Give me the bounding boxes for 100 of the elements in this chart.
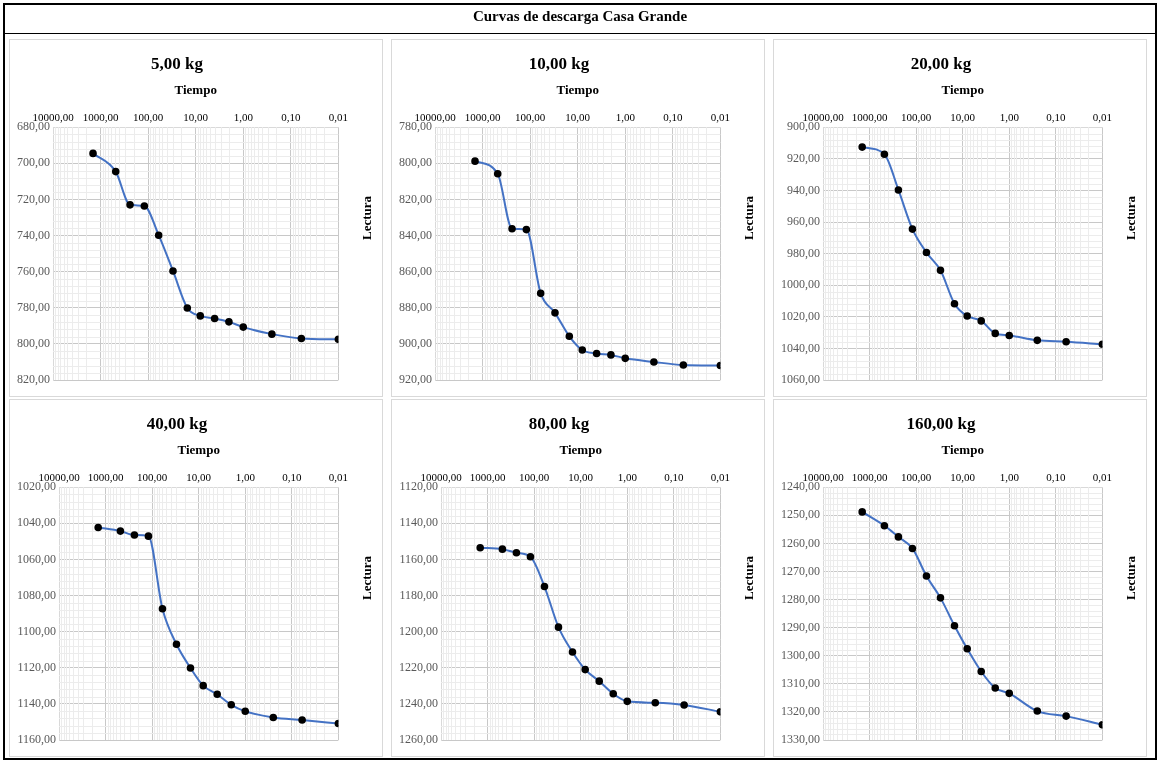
y-tick-label: 1160,00 xyxy=(17,732,56,747)
y-tick-label: 960,00 xyxy=(787,214,820,229)
y-tick-label: 1140,00 xyxy=(17,696,56,711)
y-tick-label: 760,00 xyxy=(17,263,50,278)
x-tick-label: 0,01 xyxy=(1092,111,1112,124)
y-tick-label: 1040,00 xyxy=(17,515,56,530)
y-tick-label: 1250,00 xyxy=(781,507,820,522)
x-tick-label: 1,00 xyxy=(615,111,636,124)
x-tick-label: 0,01 xyxy=(328,471,348,484)
y-axis-title: Lectura xyxy=(1123,195,1139,241)
x-tick-label: 1,00 xyxy=(999,471,1020,484)
x-tick-label: 1,00 xyxy=(233,111,254,124)
y-tick-label: 940,00 xyxy=(787,182,820,197)
x-tick-label: 100,00 xyxy=(519,471,550,484)
x-tick-label: 1000,00 xyxy=(469,471,506,484)
y-tick-label: 1020,00 xyxy=(781,308,820,323)
chart-title: 40,00 kg xyxy=(146,413,208,433)
chart-title: 160,00 kg xyxy=(906,413,976,433)
x-tick-label: 100,00 xyxy=(515,111,546,124)
x-tick-label: 0,10 xyxy=(282,471,302,484)
x-axis-title: Tiempo xyxy=(177,441,220,457)
y-tick-label: 820,00 xyxy=(17,372,50,387)
y-tick-label: 1330,00 xyxy=(781,732,820,747)
x-tick-label: 1,00 xyxy=(235,471,256,484)
y-tick-label: 840,00 xyxy=(399,227,432,242)
y-tick-label: 800,00 xyxy=(17,336,50,351)
y-tick-label: 1000,00 xyxy=(781,277,820,292)
x-tick-label: 0,01 xyxy=(1092,471,1112,484)
chart-title: 5,00 kg xyxy=(151,53,204,73)
y-tick-label: 880,00 xyxy=(399,299,432,314)
x-tick-label: 10,00 xyxy=(183,111,209,124)
y-tick-label: 1280,00 xyxy=(781,591,820,606)
x-tick-label: 10,00 xyxy=(186,471,212,484)
y-axis-title: Lectura xyxy=(741,195,757,241)
x-tick-label: 10,00 xyxy=(565,111,591,124)
x-tick-label: 100,00 xyxy=(133,111,164,124)
chart-title: 80,00 kg xyxy=(528,413,590,433)
y-tick-label: 820,00 xyxy=(399,191,432,206)
x-axis-title: Tiempo xyxy=(941,81,984,97)
y-tick-label: 800,00 xyxy=(399,155,432,170)
x-axis-title: Tiempo xyxy=(559,441,602,457)
y-axis-title: Lectura xyxy=(741,555,757,601)
x-tick-label: 0,10 xyxy=(281,111,301,124)
y-tick-label: 1270,00 xyxy=(781,563,820,578)
x-tick-label: 1000,00 xyxy=(851,111,888,124)
y-tick-label: 1060,00 xyxy=(17,551,56,566)
chart-title: 20,00 kg xyxy=(910,53,972,73)
y-tick-label: 780,00 xyxy=(17,299,50,314)
y-tick-label: 920,00 xyxy=(787,150,820,165)
y-tick-label: 1290,00 xyxy=(781,619,820,634)
y-tick-label: 700,00 xyxy=(17,155,50,170)
y-tick-label: 900,00 xyxy=(399,336,432,351)
x-tick-label: 1000,00 xyxy=(82,111,119,124)
x-axis-title: Tiempo xyxy=(941,441,984,457)
y-tick-label: 1080,00 xyxy=(17,587,56,602)
y-tick-label: 1140,00 xyxy=(399,515,438,530)
y-tick-label: 1320,00 xyxy=(781,704,820,719)
y-tick-label: 920,00 xyxy=(399,372,432,387)
x-tick-label: 1,00 xyxy=(617,471,638,484)
y-tick-label: 1120,00 xyxy=(17,659,56,674)
x-tick-label: 10,00 xyxy=(950,111,976,124)
y-tick-label: 740,00 xyxy=(17,227,50,242)
x-tick-label: 0,01 xyxy=(710,111,730,124)
x-tick-label: 100,00 xyxy=(901,111,932,124)
y-tick-label: 1260,00 xyxy=(781,535,820,550)
y-tick-label: 1040,00 xyxy=(781,340,820,355)
x-tick-label: 0,01 xyxy=(710,471,730,484)
y-tick-label: 1260,00 xyxy=(399,732,438,747)
x-tick-label: 100,00 xyxy=(137,471,168,484)
y-tick-label: 1060,00 xyxy=(781,372,820,387)
x-tick-label: 1000,00 xyxy=(464,111,501,124)
x-tick-label: 0,01 xyxy=(328,111,348,124)
x-tick-label: 0,10 xyxy=(1046,111,1066,124)
y-tick-label: 1160,00 xyxy=(399,551,438,566)
y-tick-label: 1100,00 xyxy=(17,623,56,638)
y-tick-label: 980,00 xyxy=(787,245,820,260)
y-tick-label: 860,00 xyxy=(399,263,432,278)
x-tick-label: 10,00 xyxy=(568,471,594,484)
x-tick-label: 10,00 xyxy=(950,471,976,484)
x-axis-title: Tiempo xyxy=(556,81,599,97)
x-axis-title: Tiempo xyxy=(174,81,217,97)
y-tick-label: 1310,00 xyxy=(781,675,820,690)
x-tick-label: 0,10 xyxy=(663,111,683,124)
x-tick-label: 100,00 xyxy=(901,471,932,484)
x-tick-label: 1000,00 xyxy=(87,471,124,484)
y-axis-title: Lectura xyxy=(359,555,375,601)
y-tick-label: 1240,00 xyxy=(399,696,438,711)
chart-title: 10,00 kg xyxy=(528,53,590,73)
x-tick-label: 1,00 xyxy=(999,111,1020,124)
x-tick-label: 1000,00 xyxy=(851,471,888,484)
y-tick-label: 1200,00 xyxy=(399,623,438,638)
y-axis-title: Lectura xyxy=(1123,555,1139,601)
text: Curvas de descarga Casa Grande xyxy=(5,5,1155,34)
y-tick-label: 720,00 xyxy=(17,191,50,206)
y-axis-title: Lectura xyxy=(359,195,375,241)
x-tick-label: 0,10 xyxy=(664,471,684,484)
y-tick-label: 1300,00 xyxy=(781,647,820,662)
y-tick-label: 1220,00 xyxy=(399,659,438,674)
y-tick-label: 1180,00 xyxy=(399,587,438,602)
x-tick-label: 0,10 xyxy=(1046,471,1066,484)
